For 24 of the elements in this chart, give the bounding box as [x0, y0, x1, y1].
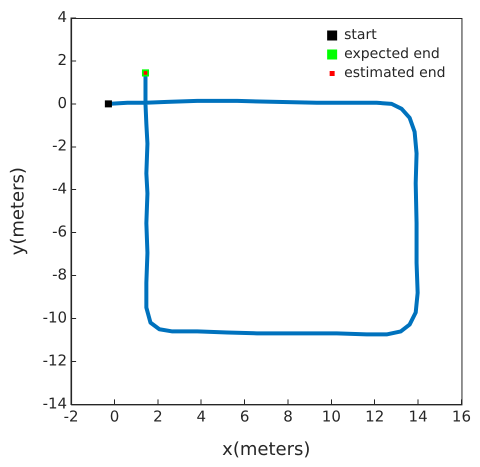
y-tick-label: -2 — [52, 136, 68, 155]
y-tick-label: -14 — [42, 394, 68, 412]
y-tick-label: 4 — [58, 8, 68, 26]
y-tick-label: -6 — [52, 222, 68, 241]
legend-label: expected end — [344, 46, 440, 62]
y-tick-label: 0 — [58, 94, 68, 112]
x-tick-label: 16 — [452, 407, 472, 426]
y-tick-label: -12 — [42, 351, 68, 370]
legend-label: estimated end — [344, 65, 446, 82]
y-tick-label: 2 — [58, 50, 68, 69]
x-tick-label: 6 — [240, 407, 250, 426]
x-tick-label: 10 — [322, 407, 341, 426]
x-tick-label: 14 — [408, 407, 428, 426]
x-tick-label: 8 — [283, 407, 293, 426]
y-tick-label: -10 — [42, 308, 68, 326]
x-tick-label: 12 — [365, 407, 384, 426]
x-tick-label: 4 — [196, 407, 206, 426]
legend-label: start — [344, 27, 378, 44]
x-tick-label: 0 — [110, 407, 120, 426]
y-tick-label: -4 — [52, 180, 68, 198]
x-axis-title: x(meters) — [222, 438, 310, 460]
y-axis-title: y(meters) — [7, 167, 28, 256]
x-tick-label: 2 — [153, 407, 163, 426]
y-tick-label: -8 — [52, 265, 68, 284]
